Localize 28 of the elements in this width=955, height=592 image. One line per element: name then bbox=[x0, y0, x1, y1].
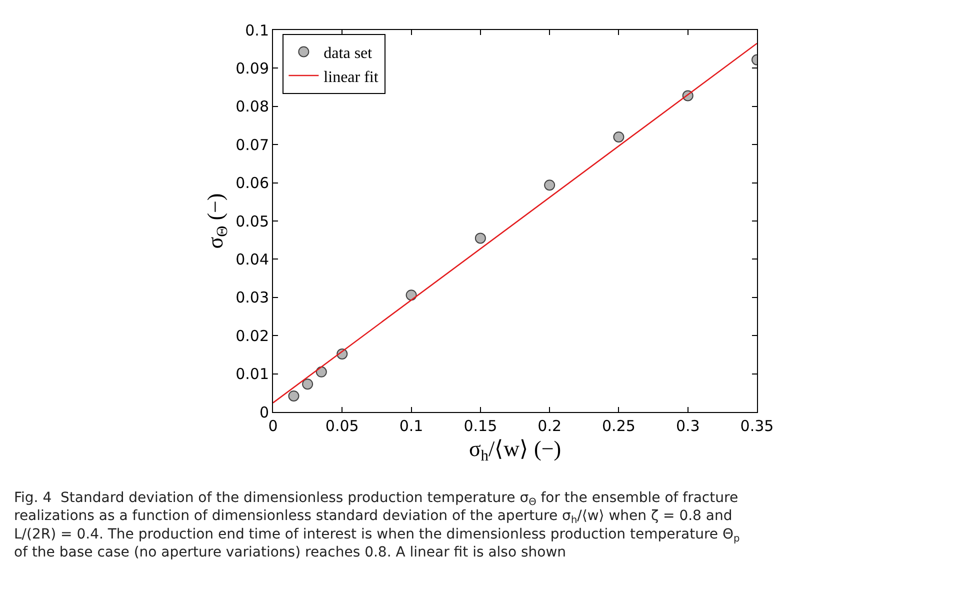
point bbox=[613, 131, 624, 142]
legend-label: linear fit bbox=[324, 68, 379, 86]
x-axis-title: σ$_{h}$/⟨w⟩ (−) bbox=[468, 436, 562, 465]
point bbox=[474, 232, 486, 244]
y-tick-label: 0.01 bbox=[236, 365, 269, 384]
point bbox=[288, 390, 300, 402]
x-tick-label: 0.15 bbox=[464, 417, 498, 435]
y-tick-label: 0.02 bbox=[236, 326, 269, 345]
x-tick-label: 0.35 bbox=[740, 417, 774, 435]
point bbox=[544, 180, 556, 191]
y-tick-label: 0.04 bbox=[236, 250, 269, 268]
x-tick-label: 0.05 bbox=[325, 417, 359, 435]
x-tick-label: 0.3 bbox=[676, 417, 700, 435]
y-tick-label: 0.06 bbox=[236, 174, 269, 192]
y-tick-label: 0.07 bbox=[236, 136, 269, 154]
y-tick-label: 0 bbox=[259, 403, 269, 422]
text: Fig. 4 Standard deviation of the dimensionless production temperature σ$_{Θ}$ for the ensemble of fracture realizations as a function of dimensionless standard deviation of the aperture σ$_{h}$/⟨w⟩ when ζ = 0.8 and L/(2R) = 0.4. The production end time of interest is when the dimensionless production temperature Θ$_{p}$ of the base case (no aperture variations) reaches 0.8. A linear fit is also shown bbox=[14, 490, 740, 561]
x-tick-label: 0.1 bbox=[399, 417, 424, 435]
y-tick-label: 0.09 bbox=[236, 59, 269, 78]
point bbox=[316, 366, 327, 378]
point bbox=[302, 378, 314, 390]
legend-label: data set bbox=[324, 44, 373, 62]
y-tick-label: 0.03 bbox=[236, 288, 269, 307]
y-tick-label: 0.08 bbox=[236, 98, 269, 116]
y-tick-label: 0.1 bbox=[245, 21, 269, 40]
y-tick-label: 0.05 bbox=[236, 212, 269, 230]
x-tick-label: 0.2 bbox=[538, 417, 562, 435]
x-tick-label: 0.25 bbox=[602, 417, 636, 435]
